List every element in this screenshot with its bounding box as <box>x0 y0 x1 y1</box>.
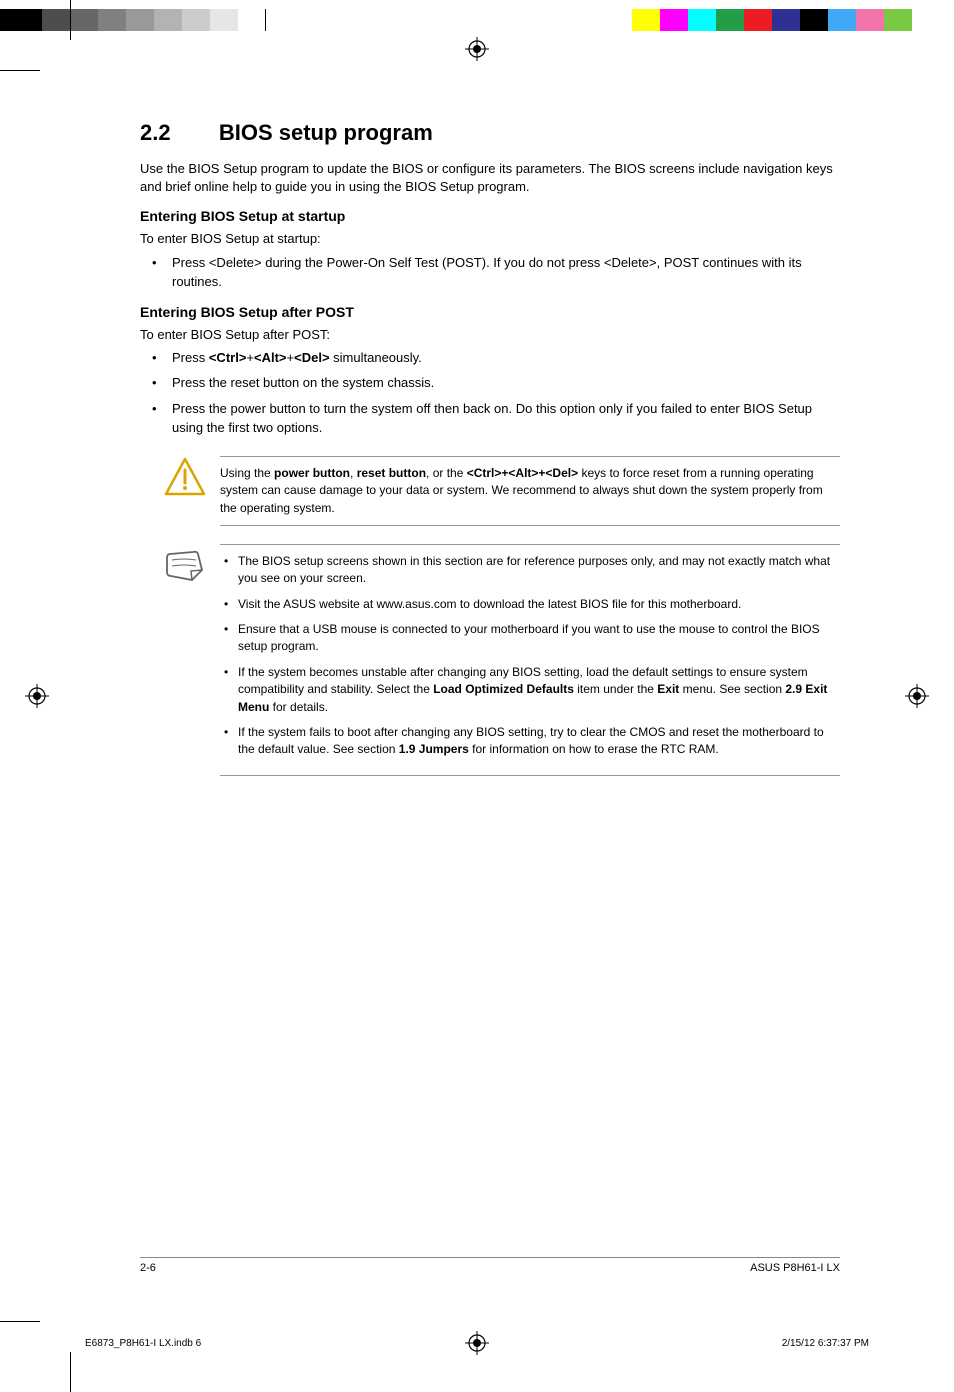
note-text: The BIOS setup screens shown in this sec… <box>220 544 840 776</box>
swatch <box>716 9 744 31</box>
swatch <box>772 9 800 31</box>
swatch <box>828 9 856 31</box>
crop-mark <box>0 70 40 71</box>
page-content: 2.2 BIOS setup program Use the BIOS Setu… <box>140 120 840 776</box>
registration-mark-icon <box>465 37 489 61</box>
swatch <box>688 9 716 31</box>
crop-mark <box>0 1321 40 1322</box>
lead-text: To enter BIOS Setup at startup: <box>140 230 840 248</box>
subheading-post: Entering BIOS Setup after POST <box>140 304 840 320</box>
note-item: Visit the ASUS website at www.asus.com t… <box>220 596 840 613</box>
bullet-list-startup: Press <Delete> during the Power-On Self … <box>140 253 840 292</box>
swatch <box>98 9 126 31</box>
swatch <box>182 9 210 31</box>
registration-mark-icon <box>905 684 929 708</box>
warning-callout: Using the power button, reset button, or… <box>164 456 840 526</box>
crop-mark <box>70 1352 71 1392</box>
swatch <box>800 9 828 31</box>
print-filename: E6873_P8H61-I LX.indb 6 <box>85 1338 201 1349</box>
swatch <box>856 9 884 31</box>
warning-text: Using the power button, reset button, or… <box>220 456 840 526</box>
print-job-footer: E6873_P8H61-I LX.indb 6 2/15/12 6:37:37 … <box>85 1338 869 1349</box>
note-icon <box>164 544 206 586</box>
lead-text: To enter BIOS Setup after POST: <box>140 326 840 344</box>
swatch <box>744 9 772 31</box>
note-item: If the system fails to boot after changi… <box>220 724 840 759</box>
swatch <box>884 9 912 31</box>
section-heading: BIOS setup program <box>219 120 433 145</box>
note-callout: The BIOS setup screens shown in this sec… <box>164 544 840 776</box>
swatch <box>210 9 238 31</box>
swatch <box>154 9 182 31</box>
swatch <box>42 9 70 31</box>
section-title: 2.2 BIOS setup program <box>140 120 840 146</box>
list-item: Press <Ctrl>+<Alt>+<Del> simultaneously. <box>140 348 840 368</box>
note-item: The BIOS setup screens shown in this sec… <box>220 553 840 588</box>
note-item: If the system becomes unstable after cha… <box>220 664 840 716</box>
note-item: Ensure that a USB mouse is connected to … <box>220 621 840 656</box>
footer-rule <box>140 1257 840 1258</box>
swatch <box>632 9 660 31</box>
print-timestamp: 2/15/12 6:37:37 PM <box>782 1338 869 1349</box>
page-footer: 2-6 ASUS P8H61-I LX <box>140 1262 840 1274</box>
swatch <box>0 9 42 31</box>
intro-paragraph: Use the BIOS Setup program to update the… <box>140 160 840 196</box>
section-number: 2.2 <box>140 120 171 145</box>
list-item: Press the reset button on the system cha… <box>140 373 840 393</box>
list-item: Press the power button to turn the syste… <box>140 399 840 438</box>
list-item: Press <Delete> during the Power-On Self … <box>140 253 840 292</box>
swatch <box>238 9 266 31</box>
crop-mark <box>70 0 71 40</box>
print-color-bar <box>0 9 954 31</box>
swatch <box>70 9 98 31</box>
product-name: ASUS P8H61-I LX <box>750 1262 840 1274</box>
swatch <box>660 9 688 31</box>
bullet-list-post: Press <Ctrl>+<Alt>+<Del> simultaneously.… <box>140 348 840 438</box>
page-number: 2-6 <box>140 1262 156 1274</box>
warning-icon <box>164 456 206 498</box>
registration-mark-icon <box>25 684 49 708</box>
swatch <box>126 9 154 31</box>
subheading-startup: Entering BIOS Setup at startup <box>140 208 840 224</box>
